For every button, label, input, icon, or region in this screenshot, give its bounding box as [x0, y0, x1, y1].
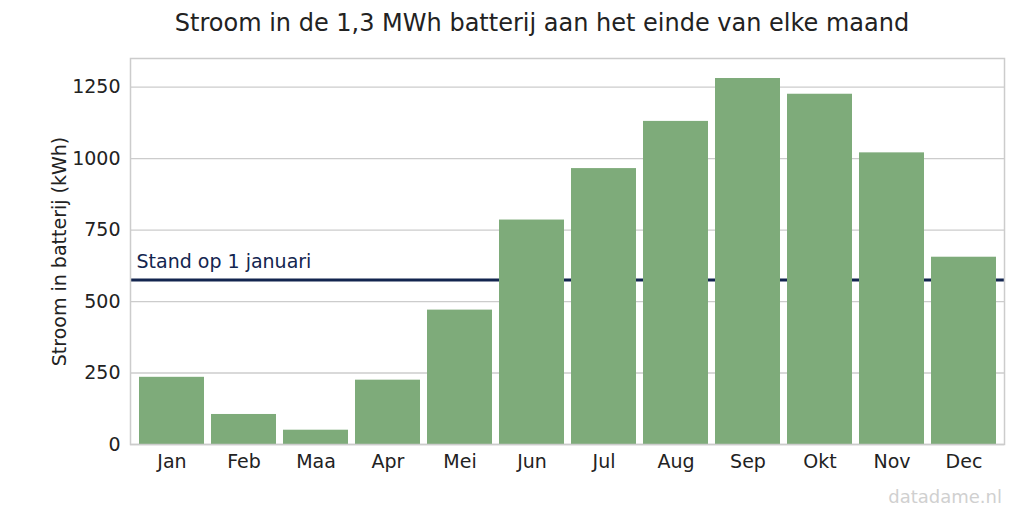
svg-text:Sep: Sep: [730, 450, 766, 472]
svg-text:Aug: Aug: [657, 450, 694, 472]
svg-text:1000: 1000: [72, 147, 120, 169]
svg-text:Okt: Okt: [803, 450, 836, 472]
svg-text:Maa: Maa: [296, 450, 336, 472]
svg-text:750: 750: [84, 218, 120, 240]
svg-text:Feb: Feb: [227, 450, 261, 472]
html-text:Stroom in de 1,3 MWh batterij: Stroom in de 1,3 MWh batterij aan het ei…: [174, 9, 910, 37]
svg-text:0: 0: [108, 433, 120, 455]
svg-text:Jul: Jul: [592, 450, 616, 472]
svg-text:Jun: Jun: [516, 450, 547, 472]
html-text:datadame.nl: datadame.nl: [888, 486, 1002, 507]
svg-text:500: 500: [84, 290, 120, 312]
svg-text:Nov: Nov: [873, 450, 910, 472]
svg-text:1250: 1250: [72, 75, 120, 97]
svg-text:Stand op 1 januari: Stand op 1 januari: [137, 250, 312, 272]
svg-text:250: 250: [84, 361, 120, 383]
svg-text:Mei: Mei: [443, 450, 476, 472]
svg-text:Stroom in batterij (kWh): Stroom in batterij (kWh): [48, 137, 70, 366]
svg-text:Dec: Dec: [946, 450, 983, 472]
svg-text:Jan: Jan: [156, 450, 186, 472]
svg-text:Apr: Apr: [372, 450, 405, 472]
